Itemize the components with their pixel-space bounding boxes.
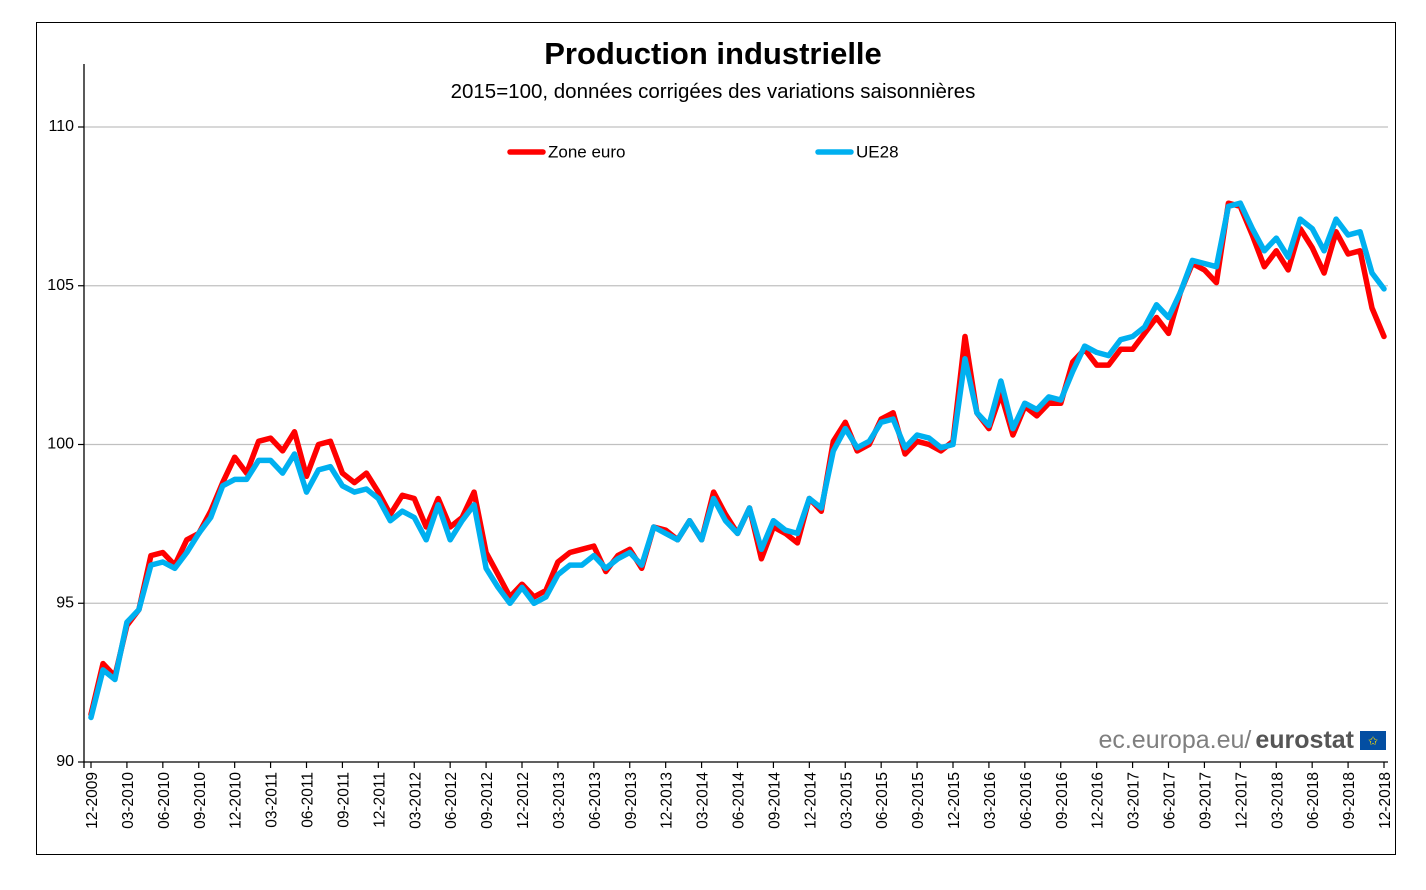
x-tick-label: 12-2016 xyxy=(1090,772,1107,829)
axes xyxy=(83,64,1388,768)
x-tick-label: 09-2011 xyxy=(335,772,352,828)
legend-item: UE28 xyxy=(815,142,899,161)
y-tick-label: 95 xyxy=(56,594,74,611)
x-tick-label: 12-2017 xyxy=(1233,772,1250,829)
chart-frame xyxy=(36,22,1396,855)
legend-label: UE28 xyxy=(856,142,899,161)
x-tick-label: 03-2016 xyxy=(982,772,999,829)
x-tick-label: 12-2014 xyxy=(802,772,819,829)
x-tick-label: 09-2016 xyxy=(1054,772,1071,829)
y-tick-label: 105 xyxy=(47,277,74,294)
x-tick-label: 12-2012 xyxy=(515,772,532,829)
x-tick-label: 06-2013 xyxy=(587,772,604,829)
legend: Zone euro UE28 xyxy=(507,142,899,161)
y-tick-label: 100 xyxy=(47,436,74,453)
legend-label: Zone euro xyxy=(548,142,626,161)
series-line-ue28 xyxy=(88,200,1387,721)
x-tick-label: 06-2018 xyxy=(1305,772,1322,829)
x-tick-label: 09-2010 xyxy=(192,772,209,829)
x-tick-label: 12-2015 xyxy=(946,772,963,829)
series-line-zone-euro xyxy=(88,200,1387,718)
x-tick-label: 09-2018 xyxy=(1341,772,1358,829)
chart-title: Production industrielle xyxy=(544,36,882,71)
series-lines xyxy=(88,200,1387,721)
x-tick-label: 06-2017 xyxy=(1162,772,1179,829)
x-tick-label: 06-2014 xyxy=(731,772,748,829)
eurostat-source-logo: ec.europa.eu/eurostat ✩ xyxy=(1098,726,1386,755)
legend-item: Zone euro xyxy=(507,142,626,161)
y-tick-label: 110 xyxy=(48,118,74,135)
x-tick-label: 03-2018 xyxy=(1269,772,1286,829)
eu-flag-icon: ✩ xyxy=(1360,731,1386,750)
x-tick-label: 12-2018 xyxy=(1377,772,1394,829)
x-tick-label: 09-2014 xyxy=(766,772,783,829)
x-tick-label: 03-2014 xyxy=(695,772,712,829)
x-tick-label: 12-2013 xyxy=(659,772,676,829)
x-tick-label: 06-2011 xyxy=(300,772,317,828)
source-brand: eurostat xyxy=(1255,726,1354,754)
x-tick-label: 09-2017 xyxy=(1197,772,1214,829)
x-tick-label: 09-2015 xyxy=(910,772,927,829)
x-tick-label: 03-2012 xyxy=(407,772,424,829)
x-tick-label: 03-2015 xyxy=(838,772,855,829)
source-prefix: ec.europa.eu/ xyxy=(1098,726,1252,754)
x-axis-ticks: 12-2009 03-2010 06-2010 09-2010 12-2010 03-20… xyxy=(84,762,1394,829)
x-tick-label: 03-2017 xyxy=(1126,772,1143,829)
x-tick-label: 03-2010 xyxy=(120,772,137,829)
x-tick-label: 12-2011 xyxy=(371,772,388,828)
x-tick-label: 06-2012 xyxy=(443,772,460,829)
y-axis-ticks: 90 95 100 105 110 xyxy=(47,118,84,770)
chart-subtitle: 2015=100, données corrigées des variatio… xyxy=(450,80,976,103)
x-tick-label: 06-2016 xyxy=(1018,772,1035,829)
x-tick-label: 03-2013 xyxy=(551,772,568,829)
x-tick-label: 12-2010 xyxy=(228,772,245,829)
x-tick-label: 06-2010 xyxy=(156,772,173,829)
gridlines xyxy=(84,126,1388,604)
x-tick-label: 06-2015 xyxy=(874,772,891,829)
x-tick-label: 09-2012 xyxy=(479,772,496,829)
x-tick-label: 09-2013 xyxy=(623,772,640,829)
x-tick-label: 12-2009 xyxy=(84,772,101,829)
y-tick-label: 90 xyxy=(56,753,74,770)
x-tick-label: 03-2011 xyxy=(264,772,281,828)
